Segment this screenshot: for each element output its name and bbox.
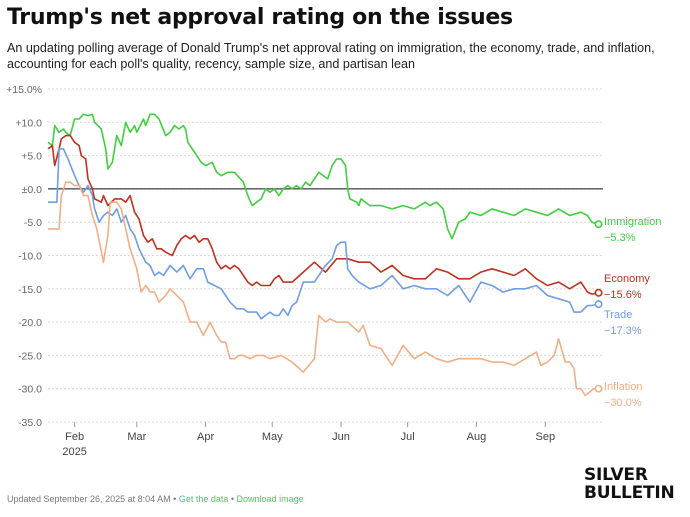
trade-line [48, 148, 599, 320]
chart-subtitle: An updating polling average of Donald Tr… [7, 41, 655, 71]
series-lines [47, 113, 603, 397]
y-tick-label: +5.0 [21, 151, 42, 163]
series-end-labels: Immigration −5.3% Economy −15.6% Trade −17.3%… [604, 216, 661, 409]
download-image-link[interactable]: Download image [236, 494, 304, 504]
y-tick-label: -25.0 [18, 350, 42, 362]
economy-final-value: −15.6% [604, 289, 642, 301]
immigration-end-marker [594, 220, 603, 229]
economy-end-marker [594, 288, 603, 297]
x-tick-label: May [262, 431, 283, 443]
silver-bulletin-logo: SILVER BULLETIN [584, 466, 675, 502]
y-tick-label: -20.0 [18, 317, 42, 329]
trade-series-name: Trade [604, 309, 632, 321]
inflation-series-name: Inflation [604, 381, 643, 393]
y-tick-label: -35.0 [18, 417, 42, 429]
trade-end-marker [594, 300, 603, 309]
updated-timestamp: Updated September 26, 2025 at 8:04 AM [7, 494, 171, 504]
x-tick-label: Sep [535, 431, 555, 443]
inflation-line [48, 181, 599, 397]
y-tick-label: -15.0 [18, 284, 42, 296]
inflation-end-marker [594, 384, 603, 393]
chart-title: Trump's net approval rating on the issue… [7, 5, 513, 30]
logo-line-2: BULLETIN [584, 483, 675, 503]
immigration-line [47, 113, 599, 240]
x-tick-sublabel: 2025 [62, 446, 86, 458]
y-tick-label: -5.0 [24, 217, 42, 229]
get-data-link[interactable]: Get the data [178, 494, 229, 504]
x-tick-label: Aug [467, 431, 487, 443]
y-tick-label: -30.0 [18, 384, 42, 396]
footer-separator: • [173, 494, 177, 504]
inflation-final-value: −30.0% [604, 397, 642, 409]
trade-final-value: −17.3% [604, 325, 642, 337]
logo-line-1: SILVER [584, 465, 648, 485]
economy-line [47, 134, 599, 295]
x-tick-label: Mar [127, 431, 146, 443]
gridlines [48, 88, 603, 423]
immigration-series-name: Immigration [604, 216, 661, 228]
footer: Updated September 26, 2025 at 8:04 AM • … [7, 494, 304, 504]
x-tick-label: Jun [332, 431, 350, 443]
footer-separator: • [230, 494, 235, 504]
x-tick-label: Apr [197, 431, 214, 443]
x-axis: Feb 2025 Mar Apr May Jun Jul Aug Sep [62, 422, 555, 458]
x-tick-label: Jul [401, 431, 415, 443]
y-axis: +15.0% +10.0 +5.0 ±0.0 -5.0 -10.0 -15.0 -20.0 -2… [6, 84, 42, 429]
y-tick-label: -10.0 [18, 251, 42, 263]
y-tick-label: +15.0% [6, 84, 42, 96]
x-tick-label: Feb [65, 431, 84, 443]
economy-series-name: Economy [604, 273, 650, 285]
y-tick-label: ±0.0 [22, 184, 43, 196]
y-tick-label: +10.0 [15, 117, 42, 129]
immigration-final-value: −5.3% [604, 232, 636, 244]
